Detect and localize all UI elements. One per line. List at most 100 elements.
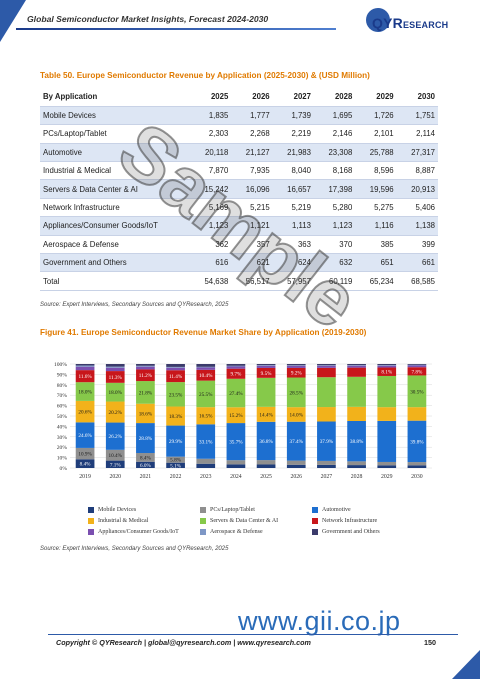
legend-label: Automotive [322,507,351,513]
bar-segment [75,400,95,423]
y-tick-label: 40% [57,424,68,430]
bar-segment [226,378,246,408]
table-row: Appliances/Consumer Goods/IoT 1,123 1,121 1… [40,216,438,236]
x-tick-label: 2024 [230,474,242,480]
bar-segment [136,366,155,370]
bar-segment [256,377,276,407]
data-label: 39.8% [410,439,424,445]
bar-segment [166,367,185,371]
bar-segment [286,421,306,461]
bar-segment [226,464,246,468]
bar-segment [166,366,185,368]
data-label: 7.1% [110,462,121,468]
bar-segment [407,364,427,365]
x-tick-label: 2029 [381,474,393,480]
bar-segment [286,407,306,422]
y-tick-label: 20% [57,445,68,451]
table-cell: 363 [272,235,314,255]
bar-segment [317,377,336,408]
table-cell: 651 [355,253,397,273]
table-row: Aerospace & Defense 362 357 363 370 385 399 [40,235,438,255]
data-label: 18.0% [78,390,92,396]
bar-segment [136,369,155,382]
legend-label: PCs/Laptop/Tablet [210,507,255,513]
data-label: 38.8% [350,439,364,445]
table-row: Government and Others 616 621 624 632 651 661 [40,253,438,273]
data-label: 6.0% [140,463,151,469]
table-cell: 8,040 [272,161,314,181]
table-cell: 8,596 [355,161,397,181]
legend-swatch [312,507,318,513]
table-row-label: Total [40,271,190,291]
bar-segment [75,366,95,371]
legend-item: Aerospace & Defense [200,529,263,535]
bar-segment [226,368,246,379]
bar-segment [377,465,397,468]
bar-segment [136,461,155,468]
bar-segment [317,367,336,378]
bar-segment [286,365,306,368]
table-row: Industrial & Medical 7,870 7,935 8,040 8,168… [40,161,438,181]
table-cell: 5,169 [190,198,232,218]
page-number: 150 [424,638,436,647]
x-tick-label: 2022 [170,474,182,480]
data-label: 11.3% [109,375,123,381]
bar-segment [166,370,185,383]
table-cell: 7,870 [190,161,232,181]
stacked-bar-chart: 0% 10% 20% 30% 40% 50% 60% 70% 80% 90% 100% 8.4% 10.… [40,350,440,530]
table-row-label: Servers & Data Center & AI [40,179,190,199]
bar-segment [377,365,397,368]
legend-label: Network Infrastructure [322,518,378,524]
y-tick-label: 10% [57,456,68,462]
data-label: 33.1% [199,440,213,446]
bar-segment [75,422,95,448]
table-cell: 8,887 [396,161,438,181]
data-label: 26.2% [109,434,123,440]
bar-segment [407,364,427,366]
bar-segment [105,401,125,423]
table-cell: 2,219 [272,124,314,144]
table-row-label: Industrial & Medical [40,161,190,181]
data-label: 28.5% [290,390,304,396]
bar-segment [105,382,125,402]
table-cell: 25,788 [355,143,397,163]
legend-swatch [312,518,318,524]
data-label: 20.6% [78,410,92,416]
x-tick-label: 2028 [351,474,363,480]
figure-caption: Figure 41. Europe Semiconductor Revenue … [40,328,367,337]
legend-swatch [200,518,206,524]
bar-segment [286,464,306,468]
data-label: 8.4% [140,455,151,461]
bar-segment [407,407,427,421]
table-cell: 17,398 [313,179,356,199]
bar-segment [407,462,427,466]
table-row-label: Network Infrastructure [40,198,190,218]
legend-label: Appliances/Consumer Goods/IoT [98,529,179,535]
table-row-label: Government and Others [40,253,190,273]
footer-rule [48,634,458,635]
bar-segment [347,406,366,421]
data-label: 10.9% [78,452,92,458]
y-tick-label: 50% [57,414,68,420]
bottom-right-corner-shape [452,650,480,679]
table-cell: 1,123 [190,216,232,236]
table-cell: 1,138 [396,216,438,236]
bar-segment [347,465,366,468]
bar-segment [286,365,306,366]
y-tick-label: 60% [57,404,68,410]
chart-svg: 0% 10% 20% 30% 40% 50% 60% 70% 80% 90% 100% 8.4% 10.… [54,362,432,480]
data-label: 18.3% [169,414,183,420]
y-tick-label: 90% [57,372,68,378]
data-label: 37.9% [320,439,334,445]
table-row: PCs/Laptop/Tablet 2,303 2,268 2,219 2,146 2,1… [40,124,438,144]
y-tick-label: 80% [57,383,68,389]
bar-segment [166,462,185,468]
legend-label: Industrial & Medical [98,518,149,524]
bar-segment [407,365,427,368]
data-label: 24.6% [78,433,92,439]
table-source: Source: Expert Interviews, Secondary Sou… [40,302,229,308]
bar-segment [317,421,336,461]
x-tick-label: 2027 [321,474,333,480]
legend-swatch [200,507,206,513]
data-label: 15.2% [229,413,243,419]
